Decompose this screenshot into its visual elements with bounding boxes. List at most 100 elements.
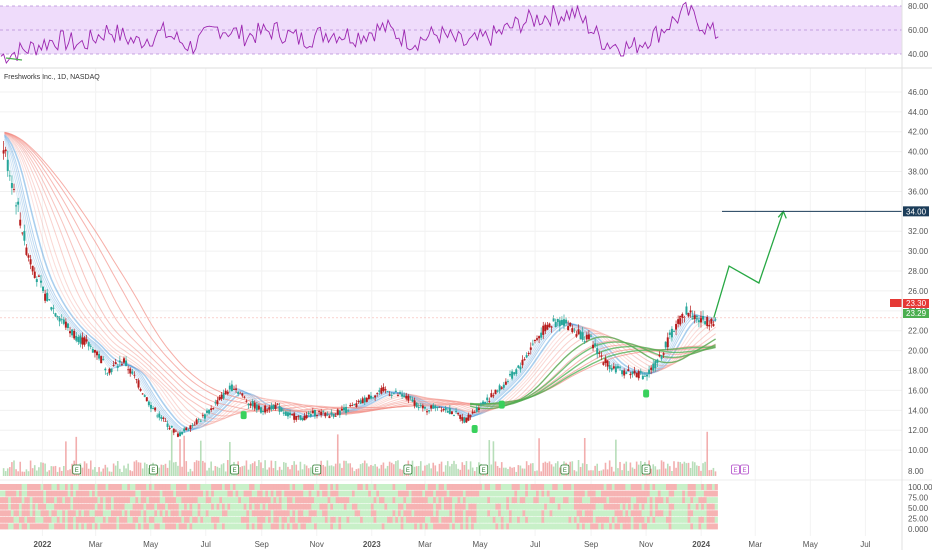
breadth-cell: [698, 516, 702, 523]
breadth-cell: [159, 503, 163, 510]
breadth-cell: [679, 497, 683, 504]
breadth-cell: [167, 510, 172, 517]
breadth-cell: [127, 516, 131, 523]
breadth-cell: [197, 510, 201, 517]
candle-body: [249, 403, 252, 406]
breadth-cell: [48, 510, 52, 517]
breadth-cell: [584, 497, 588, 504]
breadth-cell: [471, 503, 475, 510]
candle-body: [189, 425, 192, 430]
breadth-cell: [254, 490, 258, 497]
volume-bar: [527, 465, 530, 476]
breadth-cell: [273, 516, 277, 523]
breadth-cell: [135, 523, 139, 530]
breadth-cell: [408, 490, 412, 497]
breadth-cell: [181, 510, 185, 517]
breadth-cell: [628, 497, 632, 504]
breadth-cell: [316, 516, 320, 523]
volume-bar: [181, 466, 183, 476]
breadth-cell: [503, 497, 507, 504]
breadth-cell: [335, 503, 339, 510]
candle-body: [440, 410, 443, 412]
breadth-cell: [611, 490, 616, 497]
breadth-cell: [476, 510, 480, 517]
candle-body: [286, 412, 289, 417]
breadth-cell: [438, 523, 442, 530]
breadth-cell: [2, 503, 6, 510]
breadth-cell: [2, 510, 6, 517]
breadth-cell: [392, 503, 396, 510]
breadth-cell: [481, 484, 486, 490]
breadth-cell: [600, 490, 605, 497]
breadth-cell: [211, 497, 215, 504]
breadth-cell: [609, 497, 613, 504]
breadth-cell: [500, 523, 505, 530]
volume-bar: [339, 463, 341, 476]
volume-bar: [9, 467, 11, 476]
candle-body: [226, 391, 229, 394]
breadth-cell: [73, 503, 77, 510]
breadth-cell: [305, 523, 310, 530]
breadth-cell: [397, 484, 402, 490]
breadth-cell: [119, 484, 123, 490]
breadth-cell: [167, 516, 172, 523]
breadth-cell: [714, 510, 718, 517]
breadth-cell: [154, 497, 158, 504]
volume-bar: [135, 460, 138, 476]
breadth-cell: [479, 510, 483, 517]
volume-bar: [224, 471, 227, 476]
breadth-cell: [438, 490, 442, 497]
breadth-cell: [105, 503, 109, 510]
breadth-cell: [157, 490, 161, 497]
breadth-cell: [119, 490, 123, 497]
volume-bar: [627, 470, 630, 476]
price-tick-label: 10.00: [908, 446, 929, 455]
breadth-cell: [81, 516, 85, 523]
breadth-cell: [62, 503, 66, 510]
breadth-cell: [167, 484, 172, 490]
breadth-cell: [192, 497, 196, 504]
breadth-cell: [492, 503, 496, 510]
breadth-cell: [422, 503, 426, 510]
breadth-cell: [674, 516, 678, 523]
breadth-cell: [619, 484, 624, 490]
breadth-cell: [652, 523, 656, 530]
earnings-marker: [230, 464, 240, 475]
breadth-cell: [414, 523, 418, 530]
breadth-cell: [165, 510, 169, 517]
breadth-cell: [35, 484, 39, 490]
candle-body: [137, 380, 140, 388]
breadth-cell: [305, 516, 310, 523]
volume-bar: [395, 461, 397, 476]
volume-bar: [438, 463, 441, 476]
candle-body: [110, 368, 113, 373]
volume-bar: [363, 460, 366, 476]
price-tick-label: 32.00: [908, 227, 929, 236]
volume-bar: [291, 465, 293, 476]
breadth-cell: [489, 510, 494, 517]
breadth-cell: [0, 510, 4, 517]
breadth-cell: [660, 523, 664, 530]
breadth-cell: [660, 490, 664, 497]
breadth-cell: [105, 497, 109, 504]
breadth-cell: [506, 503, 510, 510]
breadth-cell: [508, 497, 513, 504]
breadth-cell: [295, 484, 299, 490]
volume-bar: [202, 460, 204, 476]
candle-body: [423, 406, 426, 409]
breadth-cell: [251, 503, 255, 510]
breadth-cell: [51, 510, 55, 517]
breadth-cell: [357, 497, 361, 504]
breadth-cell: [517, 516, 521, 523]
breadth-cell: [311, 497, 315, 504]
breadth-cell: [186, 510, 190, 517]
breadth-cell: [240, 510, 245, 517]
breadth-cell: [538, 516, 542, 523]
breadth-cell: [595, 523, 599, 530]
volume-bar: [637, 464, 640, 476]
candle-body: [702, 315, 705, 320]
breadth-cell: [259, 516, 264, 523]
candle-body: [587, 334, 590, 340]
breadth-cell: [611, 497, 616, 504]
breadth-cell: [684, 516, 689, 523]
